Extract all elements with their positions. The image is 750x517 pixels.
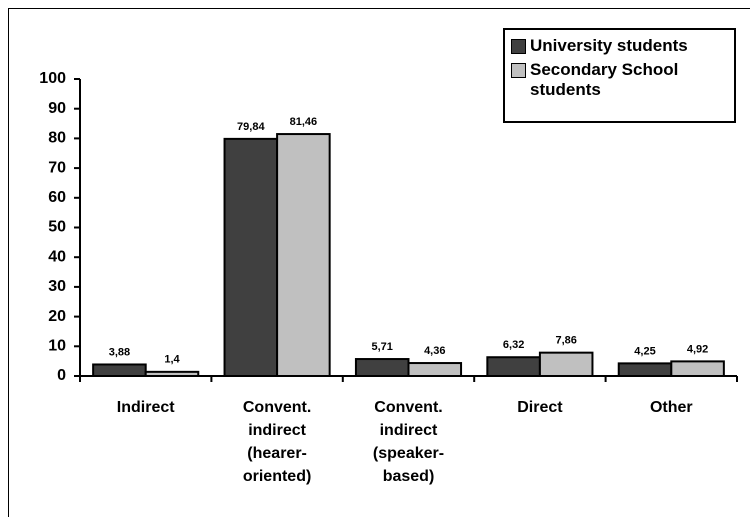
value-label: 79,84 — [237, 121, 265, 133]
y-tick-label: 0 — [57, 367, 66, 384]
y-tick-label: 50 — [48, 219, 66, 236]
value-label: 4,36 — [424, 345, 445, 357]
y-tick-label: 100 — [39, 70, 66, 87]
legend-item: University students — [511, 36, 728, 56]
bar — [92, 363, 147, 378]
y-tick-label: 30 — [48, 278, 66, 295]
value-label: 6,32 — [503, 339, 524, 351]
x-tick-label: indirect — [248, 422, 306, 439]
x-tick-label: based) — [383, 468, 435, 485]
bar — [144, 370, 200, 378]
x-tick-label: indirect — [380, 422, 438, 439]
bar — [407, 362, 463, 378]
x-tick-label: Other — [650, 399, 693, 416]
legend-item: Secondary School students — [511, 60, 728, 100]
legend-label: University students — [530, 36, 688, 55]
y-tick-label: 10 — [48, 338, 66, 355]
value-label: 4,25 — [634, 345, 655, 357]
value-label: 3,88 — [109, 346, 130, 358]
bar — [670, 360, 725, 378]
y-tick-label: 40 — [48, 248, 66, 265]
x-tick-label: (speaker- — [373, 445, 444, 462]
x-tick-label: Convent. — [374, 399, 442, 416]
bar — [354, 358, 410, 377]
value-label: 4,92 — [687, 343, 708, 355]
x-tick-label: oriented) — [243, 468, 311, 485]
bar — [617, 362, 673, 378]
y-tick-label: 20 — [48, 308, 66, 325]
value-label: 7,86 — [555, 335, 576, 347]
x-tick-label: Convent. — [243, 399, 311, 416]
value-label: 5,71 — [372, 341, 393, 353]
y-tick-label: 80 — [48, 130, 66, 147]
frame — [8, 8, 750, 517]
legend-label: Secondary School students — [530, 60, 679, 99]
value-label: 81,46 — [290, 116, 318, 128]
x-tick-label: (hearer- — [247, 445, 307, 462]
legend-swatch — [511, 39, 526, 54]
legend: University students Secondary School stud… — [503, 28, 736, 123]
y-tick-label: 90 — [48, 100, 66, 117]
bar — [223, 137, 279, 377]
y-tick-label: 60 — [48, 189, 66, 206]
x-tick-label: Direct — [517, 399, 563, 416]
x-tick-label: Indirect — [117, 399, 175, 416]
bar — [538, 351, 594, 377]
y-tick-label: 70 — [48, 159, 66, 176]
legend-swatch — [511, 63, 526, 78]
bar — [486, 356, 541, 378]
value-label: 1,4 — [164, 354, 180, 366]
bar — [276, 133, 331, 377]
